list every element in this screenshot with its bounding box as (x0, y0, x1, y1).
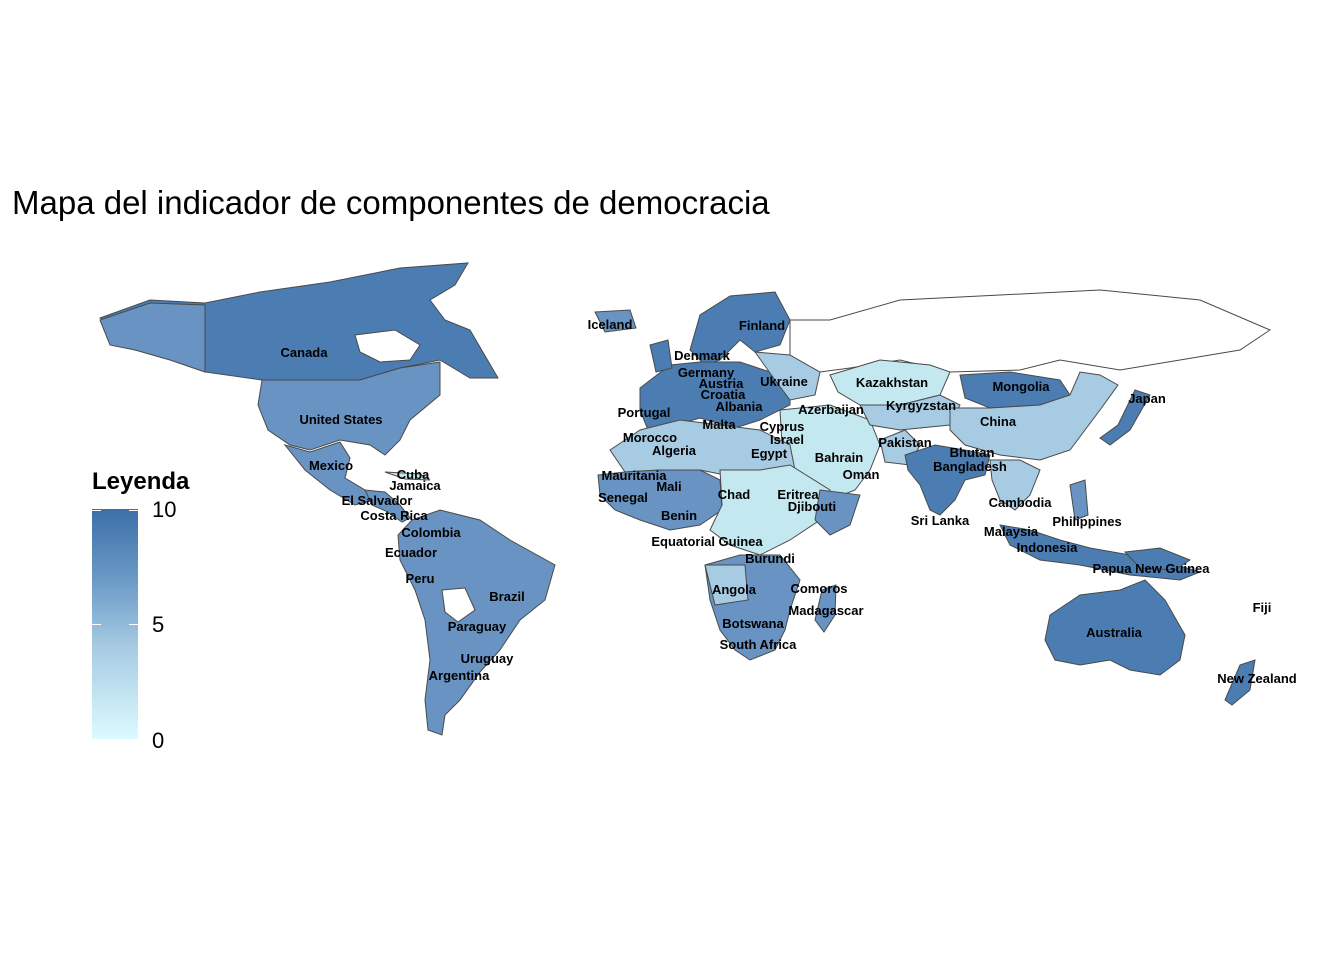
india-shape (904, 444, 991, 516)
australia-shape (1044, 579, 1186, 676)
china-shape (949, 371, 1119, 461)
country-label-azerbaijan: Azerbaijan (798, 402, 864, 417)
country-label-china: China (980, 414, 1017, 429)
country-label-angola: Angola (712, 582, 757, 597)
country-label-malaysia: Malaysia (984, 524, 1039, 539)
country-label-oman: Oman (843, 467, 880, 482)
country-label-sri-lanka: Sri Lanka (911, 513, 970, 528)
country-label-cambodia: Cambodia (989, 495, 1053, 510)
south-america-shape (397, 509, 556, 736)
country-label-south-africa: South Africa (720, 637, 798, 652)
country-label-cyprus: Cyprus (760, 419, 805, 434)
country-label-japan: Japan (1128, 391, 1166, 406)
west-africa-shape (597, 469, 723, 531)
legend-tick-10r (129, 510, 138, 511)
country-label-portugal: Portugal (618, 405, 671, 420)
country-label-algeria: Algeria (652, 443, 697, 458)
central-africa-shape (709, 464, 831, 556)
country-label-bangladesh: Bangladesh (933, 459, 1007, 474)
map-title: Mapa del indicador de componentes de dem… (12, 184, 770, 221)
country-label-argentina: Argentina (429, 668, 490, 683)
country-label-mauritania: Mauritania (601, 468, 667, 483)
country-label-senegal: Senegal (598, 490, 648, 505)
country-label-botswana: Botswana (722, 616, 784, 631)
country-label-brazil: Brazil (489, 589, 524, 604)
country-label-mexico: Mexico (309, 458, 353, 473)
country-label-bhutan: Bhutan (950, 445, 995, 460)
country-label-finland: Finland (739, 318, 785, 333)
country-label-papua-new-guinea: Papua New Guinea (1092, 561, 1210, 576)
country-label-cuba: Cuba (397, 467, 430, 482)
legend-tick-label-5: 5 (152, 612, 165, 637)
country-label-germany: Germany (678, 365, 735, 380)
legend-tick-5 (92, 624, 101, 625)
hudson-bay (354, 329, 421, 363)
japan-shape (1099, 389, 1151, 446)
country-label-jamaica: Jamaica (389, 478, 441, 493)
country-label-mali: Mali (656, 479, 681, 494)
country-label-iceland: Iceland (588, 317, 633, 332)
cuba-shape (384, 471, 431, 481)
country-label-comoros: Comoros (790, 581, 847, 596)
country-label-paraguay: Paraguay (448, 619, 507, 634)
country-label-kazakhstan: Kazakhstan (856, 375, 928, 390)
country-label-mongolia: Mongolia (992, 379, 1050, 394)
alaska-shape (99, 302, 206, 373)
legend-tick-5r (129, 624, 138, 625)
country-label-el-salvador: El Salvador (342, 493, 413, 508)
country-label-croatia: Croatia (701, 387, 747, 402)
country-label-austria: Austria (699, 376, 745, 391)
country-label-new-zealand: New Zealand (1217, 671, 1297, 686)
country-label-chad: Chad (718, 487, 751, 502)
philippines-shape (1069, 479, 1089, 521)
country-label-canada: Canada (281, 345, 329, 360)
country-label-djibouti: Djibouti (788, 499, 836, 514)
bolivia-shape (441, 587, 476, 623)
country-label-australia: Australia (1086, 625, 1142, 640)
country-label-ukraine: Ukraine (760, 374, 808, 389)
country-label-malta: Malta (702, 417, 736, 432)
land-shapes (98, 262, 1272, 736)
legend-title: Leyenda (92, 468, 190, 495)
country-label-egypt: Egypt (751, 446, 788, 461)
new-zealand-shape (1224, 659, 1256, 706)
country-label-costa-rica: Costa Rica (360, 508, 428, 523)
greenland-shape (594, 309, 637, 333)
country-label-madagascar: Madagascar (788, 603, 863, 618)
country-label-ecuador: Ecuador (385, 545, 437, 560)
country-label-fiji: Fiji (1253, 600, 1272, 615)
usa-shape (257, 361, 441, 456)
country-label-uruguay: Uruguay (461, 651, 515, 666)
country-label-pakistan: Pakistan (878, 435, 932, 450)
country-label-indonesia: Indonesia (1017, 540, 1078, 555)
country-label-denmark: Denmark (674, 348, 730, 363)
country-label-eritrea: Eritrea (777, 487, 819, 502)
country-label-burundi: Burundi (745, 551, 795, 566)
country-label-israel: Israel (770, 432, 804, 447)
legend-tick-label-0: 0 (152, 728, 165, 753)
legend-tick-10 (92, 510, 101, 511)
country-label-colombia: Colombia (401, 525, 461, 540)
country-label-benin: Benin (661, 508, 697, 523)
country-label-bahrain: Bahrain (815, 450, 863, 465)
central-america-shape (364, 489, 411, 523)
country-label-equatorial-guinea: Equatorial Guinea (651, 534, 763, 549)
country-label-morocco: Morocco (623, 430, 677, 445)
uk-shape (649, 339, 673, 373)
russia-shape (789, 289, 1272, 373)
angola-shape (704, 564, 749, 606)
country-label-peru: Peru (406, 571, 435, 586)
country-label-philippines: Philippines (1052, 514, 1121, 529)
madagascar-shape (814, 584, 837, 633)
country-label-kyrgyzstan: Kyrgyzstan (886, 398, 956, 413)
legend-tick-label-10: 10 (152, 497, 177, 522)
southeast-asia-shape (989, 459, 1041, 511)
horn-africa-shape (814, 489, 861, 536)
country-label-united-states: United States (299, 412, 382, 427)
country-label-albania: Albania (716, 399, 764, 414)
png-shape (1123, 547, 1192, 571)
